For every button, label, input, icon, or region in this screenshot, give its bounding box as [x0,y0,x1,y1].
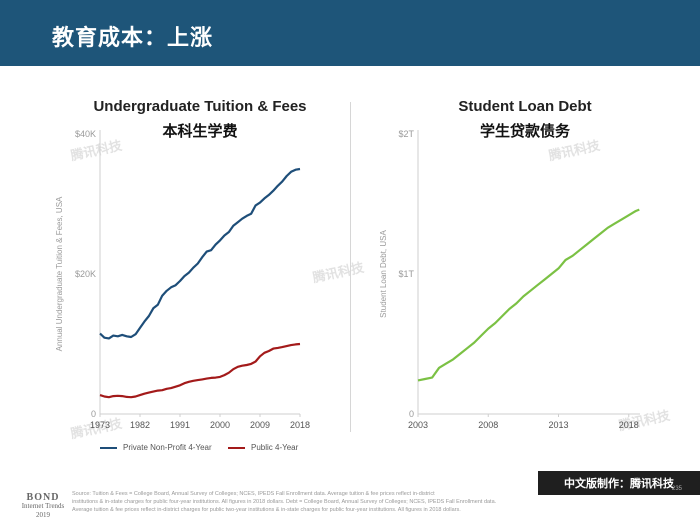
brand-label: 中文版制作：腾讯科技 [564,477,674,490]
x-tick-label: 2018 [619,420,639,430]
source-note: Source: Tuition & Fees = College Board, … [72,491,497,513]
y-axis-title: Annual Undergraduate Tuition & Fees, USA [55,196,64,351]
page-title: 教育成本：上涨 [52,26,214,51]
x-tick-label: 1982 [130,420,150,430]
legend-label-private: Private Non-Profit 4-Year [123,443,212,452]
x-tick-label: 1973 [90,420,110,430]
y-tick-label: 0 [91,409,96,419]
x-tick-label: 2000 [210,420,230,430]
x-tick-label: 1991 [170,420,190,430]
x-tick-label: 2013 [548,420,568,430]
bond-logo: BOND Internet Trends 2019 [21,492,65,520]
series-line-1 [417,208,640,382]
x-tick-label: 2003 [408,420,428,430]
legend-private: Private Non-Profit 4-Year [100,443,212,452]
chart-divider [350,102,351,432]
legend-public: Public 4-Year [228,443,298,452]
left-chart-subtitle: 本科生学费 [162,122,238,140]
right-chart-title: Student Loan Debt [458,98,592,115]
left-chart-title: Undergraduate Tuition & Fees [93,98,307,115]
y-tick-label: $20K [75,269,96,279]
x-tick-label: 2009 [250,420,270,430]
series-line-2 [99,342,301,399]
x-tick-label: 2008 [478,420,498,430]
header-bar: 教育成本：上涨 [0,0,700,66]
y-tick-label: 0 [409,409,414,419]
legend-label-public: Public 4-Year [251,443,299,452]
legend-swatch-private [100,446,117,449]
right-chart-subtitle: 学生贷款债务 [479,122,570,140]
brand-badge: 中文版制作：腾讯科技 [538,471,700,495]
x-tick-label: 2018 [290,420,310,430]
y-tick-label: $40K [75,129,96,139]
legend-swatch-public [228,446,245,449]
y-axis-title: Student Loan Debt, USA [379,230,388,318]
y-tick-label: $2T [398,129,414,139]
page-number: 235 [672,486,683,492]
y-tick-label: $1T [398,269,414,279]
series-line-1 [99,167,301,340]
